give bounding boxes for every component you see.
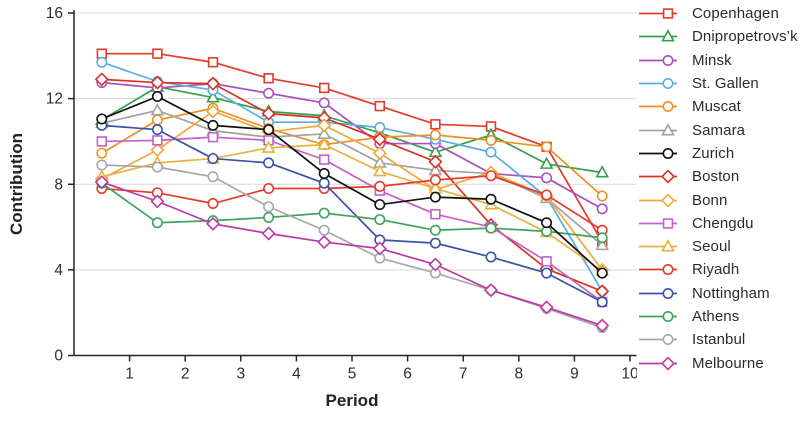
legend-label: Athens (692, 308, 740, 325)
legend-item-boston: Boston (637, 165, 798, 188)
legend-label: Minsk (692, 51, 732, 69)
x-tick-label: 10 (621, 366, 637, 383)
y-tick-label: 0 (54, 348, 63, 365)
axes (73, 10, 637, 357)
legend-label: Bonn (692, 191, 728, 209)
data-series-layer (94, 48, 610, 334)
legend-item-istanbul: Istanbul (637, 328, 798, 351)
legend-item-bonn: Bonn (637, 188, 798, 211)
legend-swatch (639, 29, 677, 42)
legend-label: Copenhagen (692, 5, 779, 23)
legend-label: Boston (692, 168, 740, 186)
series-zurich (96, 90, 608, 279)
legend-swatch (639, 147, 677, 159)
x-tick-label: 5 (348, 366, 357, 383)
legend-item-riyadh: Riyadh (637, 258, 798, 281)
legend-item-minsk: Minsk (637, 49, 798, 72)
legend-item-muscat: Muscat (637, 95, 798, 118)
legend-label: Chengdu (692, 214, 754, 232)
x-tick-label: 8 (514, 366, 523, 383)
legend-swatch (639, 169, 677, 184)
legend-item-zurich: Zurich (637, 142, 798, 165)
legend-item-seoul: Seoul (637, 235, 798, 258)
legend-item-samara: Samara (637, 118, 798, 141)
x-tick-label: 4 (292, 366, 301, 383)
x-axis-title: Period (326, 391, 379, 410)
series-istanbul (96, 159, 608, 334)
tick-marks (68, 12, 631, 362)
legend-swatch (639, 264, 677, 276)
legend-swatch (639, 78, 677, 90)
legend-label: Muscat (692, 98, 741, 116)
legend-label: Istanbul (692, 331, 746, 349)
series-melbourne (94, 175, 610, 333)
legend-label: Melbourne (692, 354, 764, 372)
legend-label: Zurich (692, 144, 735, 162)
x-tick-label: 9 (570, 366, 579, 383)
legend-item-chengdu: Chengdu (637, 212, 798, 235)
x-tick-label: 3 (236, 366, 245, 383)
legend-label: Riyadh (692, 261, 740, 279)
y-tick-label: 16 (46, 5, 63, 22)
legend-label: Nottingham (692, 284, 770, 302)
legend-label: St. Gallen (692, 75, 759, 93)
series-nottingham (96, 119, 608, 308)
legend-item-dnipropetrovs-k: Dnipropetrovs’k (637, 25, 798, 48)
legend-swatch (639, 287, 677, 299)
chart-legend: Copenhagen Dnipropetrovs’k Minsk St. Gallen… (637, 2, 798, 375)
legend-swatch (639, 54, 677, 66)
legend-swatch (639, 311, 677, 322)
legend-label: Samara (692, 121, 746, 139)
legend-swatch (639, 356, 677, 371)
x-tick-label: 1 (125, 366, 134, 383)
legend-label: Seoul (692, 238, 731, 256)
legend-swatch (639, 334, 677, 346)
legend-swatch (639, 239, 677, 252)
y-axis-title: Contribution (7, 133, 26, 235)
x-tick-label: 2 (181, 366, 190, 383)
legend-item-st-gallen: St. Gallen (637, 72, 798, 95)
legend-item-copenhagen: Copenhagen (637, 2, 798, 25)
y-tick-label: 12 (46, 91, 63, 108)
legend-item-athens: Athens (637, 305, 798, 328)
legend-swatch (639, 192, 677, 208)
y-tick-label: 8 (54, 176, 63, 193)
y-tick-label: 4 (54, 262, 63, 279)
legend-swatch (639, 122, 677, 136)
legend-swatch (639, 101, 677, 113)
x-tick-label: 6 (403, 366, 412, 383)
legend-swatch (639, 8, 677, 19)
series-muscat (96, 102, 608, 202)
series-riyadh (96, 170, 608, 236)
legend-item-nottingham: Nottingham (637, 282, 798, 305)
legend-label: Dnipropetrovs’k (692, 28, 798, 46)
legend-item-melbourne: Melbourne (637, 351, 798, 374)
legend-swatch (639, 218, 677, 229)
x-tick-label: 7 (459, 366, 468, 383)
